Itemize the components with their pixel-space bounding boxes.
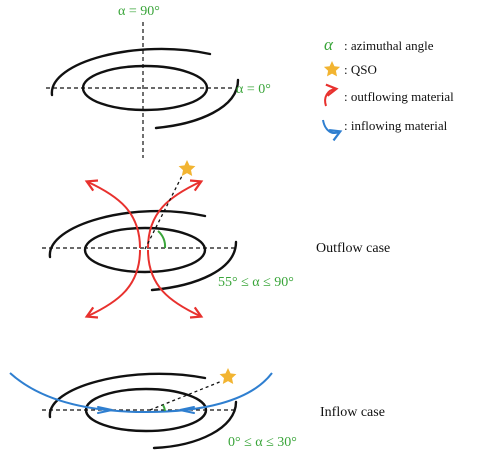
legend-qso-text: : QSO (344, 62, 377, 77)
outflow-galaxy-disk (83, 226, 207, 274)
inflow-arrow-left (97, 406, 113, 414)
inflow-sightline (149, 380, 223, 411)
outflow-spiral-arm-lower (150, 240, 238, 292)
inflow-case-label: Inflow case (320, 405, 385, 420)
legend-alpha-text: : azimuthal angle (344, 38, 434, 53)
inflow-qso-star-icon (219, 368, 237, 384)
outflow-qso-star-icon (178, 160, 196, 176)
outflow-arrow-lower-left (84, 249, 141, 319)
outflow-arrow-upper-right (147, 179, 204, 249)
inflow-arrow-right (179, 406, 195, 414)
angle-definition-panel: α = 90° α = 0° (46, 4, 271, 158)
legend: α : azimuthal angle : QSO : outflowing m… (322, 35, 454, 142)
inflow-angle-range-label: 0° ≤ α ≤ 30° (228, 435, 297, 450)
legend-star-icon (323, 61, 341, 77)
outflow-sightline (144, 169, 186, 250)
legend-inflow-text: : inflowing material (344, 118, 448, 133)
inflow-galaxy-disk (84, 387, 208, 433)
inflow-spiral-arm-upper (48, 372, 207, 419)
inflow-angle-arc (162, 404, 166, 412)
legend-outflow-text: : outflowing material (344, 89, 454, 104)
inflow-stream-curve (9, 372, 273, 414)
outflow-case-label: Outflow case (316, 241, 390, 256)
outflow-arrow-lower-right (147, 249, 204, 319)
galaxy-spiral-arm-lower (154, 78, 240, 130)
outflow-arrow-upper-left (84, 179, 141, 249)
inflow-panel: 0° ≤ α ≤ 30° Inflow case (9, 368, 385, 450)
legend-alpha-symbol: α (324, 35, 334, 54)
legend-inflow-arrow-icon (322, 119, 343, 142)
outflow-angle-range-label: 55° ≤ α ≤ 90° (218, 275, 294, 290)
outflow-spiral-arm-upper (48, 209, 207, 259)
alpha-90-label: α = 90° (118, 4, 160, 19)
galaxy-spiral-arm-upper (50, 47, 212, 97)
inflow-spiral-arm-lower (152, 400, 238, 450)
outflow-angle-arc (157, 230, 167, 249)
outflow-panel: 55° ≤ α ≤ 90° Outflow case (42, 160, 390, 319)
alpha-0-label: α = 0° (236, 82, 271, 97)
legend-outflow-arrow-icon (324, 83, 339, 107)
galaxy-disk-ellipse (81, 64, 209, 112)
